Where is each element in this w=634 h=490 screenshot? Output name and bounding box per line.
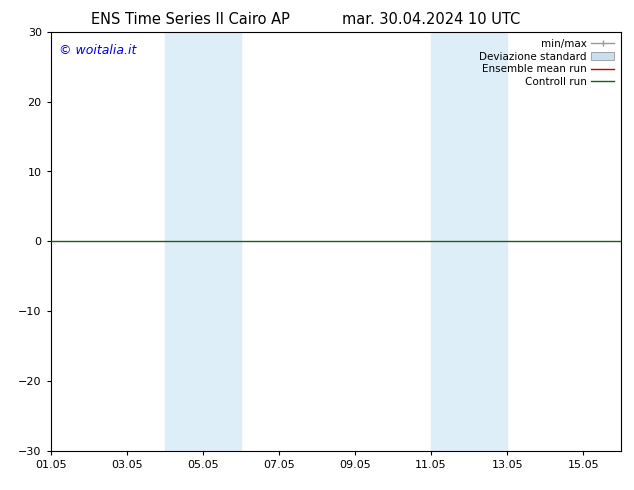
Bar — [165, 32, 203, 451]
Legend: min/max, Deviazione standard, Ensemble mean run, Controll run: min/max, Deviazione standard, Ensemble m… — [477, 37, 616, 89]
Bar — [431, 32, 469, 451]
Text: © woitalia.it: © woitalia.it — [59, 45, 137, 57]
Text: ENS Time Series Il Cairo AP: ENS Time Series Il Cairo AP — [91, 12, 290, 27]
Bar — [469, 32, 507, 451]
Text: mar. 30.04.2024 10 UTC: mar. 30.04.2024 10 UTC — [342, 12, 521, 27]
Bar — [203, 32, 241, 451]
